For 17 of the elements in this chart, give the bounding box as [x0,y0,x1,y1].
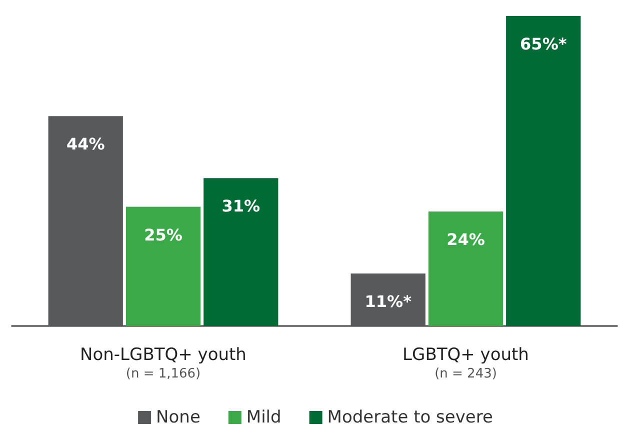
legend-label: Mild [246,408,282,428]
legend-label: Moderate to severe [327,408,493,428]
data-label: 25% [144,225,182,244]
data-label: 24% [446,230,485,250]
x-tick-label: LGBTQ+ youth (n = 243) [402,345,529,382]
bar [506,16,581,326]
legend-label: None [156,408,200,428]
data-label: 44% [66,134,105,154]
data-label: 65%* [520,34,568,54]
data-label: 11%* [364,292,412,312]
bar [428,212,504,326]
bar [204,178,278,326]
x-tick-label: Non-LGBTQ+ youth (n = 1,166) [80,345,246,382]
bar [48,116,123,326]
bar [126,206,201,326]
bar [350,274,426,326]
data-label: 31% [222,196,260,216]
